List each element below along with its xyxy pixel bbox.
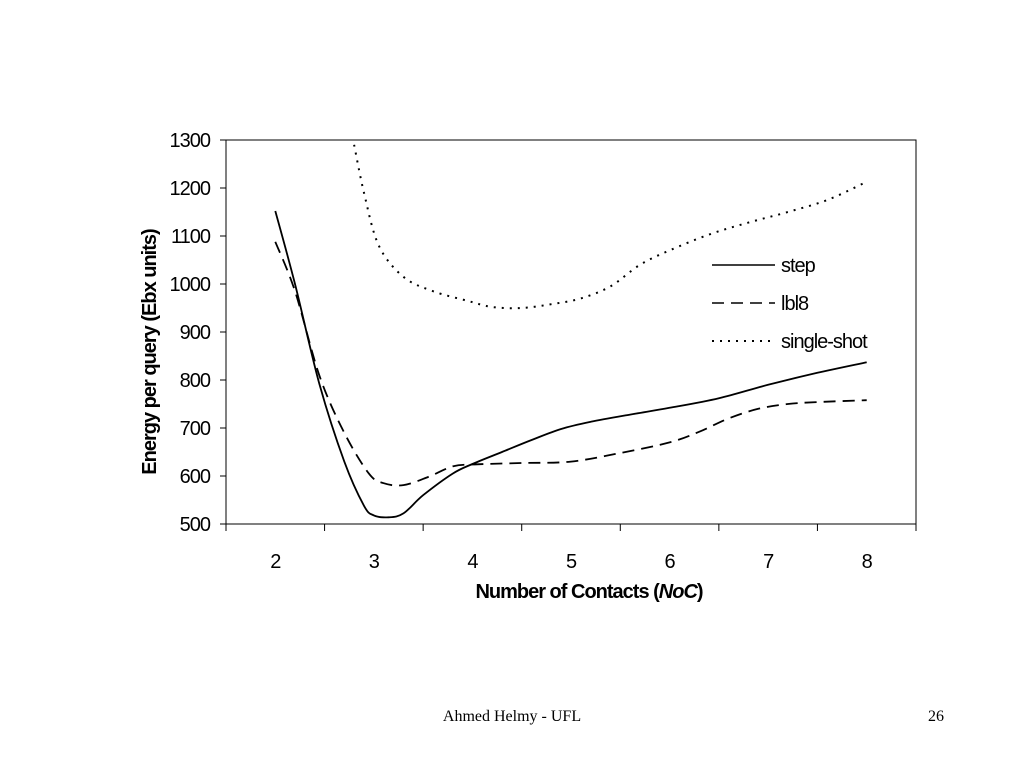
legend: step lbl8 single-shot xyxy=(712,255,869,353)
x-axis-title-suffix: ) xyxy=(697,581,703,603)
y-tick-label: 900 xyxy=(180,322,211,344)
y-tick-label: 800 xyxy=(180,370,211,392)
x-tick-label: 8 xyxy=(862,551,873,573)
legend-label-single-shot: single-shot xyxy=(781,331,868,353)
y-axis: 500 600 700 800 900 1000 1100 1200 1300 xyxy=(170,130,226,536)
x-tick-label: 4 xyxy=(467,551,478,573)
y-tick-label: 1300 xyxy=(170,130,211,152)
x-tick-label: 7 xyxy=(763,551,774,573)
x-axis-title-italic: NoC xyxy=(659,581,699,603)
legend-label-lbl8: lbl8 xyxy=(781,293,809,315)
y-tick-label: 700 xyxy=(180,418,211,440)
y-tick-label: 1100 xyxy=(171,226,211,248)
x-axis-title: Number of Contacts (NoC) xyxy=(475,581,702,603)
y-tick-label: 1200 xyxy=(170,178,211,200)
series-line-lbl8 xyxy=(274,241,867,487)
series-line-single-shot xyxy=(353,144,868,310)
x-axis: 2 3 4 5 6 7 8 xyxy=(225,524,917,573)
x-tick-label: 2 xyxy=(270,551,281,573)
x-axis-title-prefix: Number of Contacts ( xyxy=(475,581,660,603)
x-tick-label: 6 xyxy=(665,551,676,573)
y-axis-title: Energy per query (Ebx units) xyxy=(139,229,161,475)
legend-label-step: step xyxy=(781,255,816,277)
footer-author: Ahmed Helmy - UFL xyxy=(442,708,582,725)
y-tick-label: 600 xyxy=(180,466,211,488)
series-lines xyxy=(274,144,868,519)
x-tick-label: 5 xyxy=(566,551,577,573)
page-number: 26 xyxy=(928,708,944,725)
y-tick-label: 1000 xyxy=(170,274,211,296)
series-line-step xyxy=(274,210,867,519)
x-tick-label: 3 xyxy=(369,551,380,573)
y-tick-label: 500 xyxy=(180,514,211,536)
